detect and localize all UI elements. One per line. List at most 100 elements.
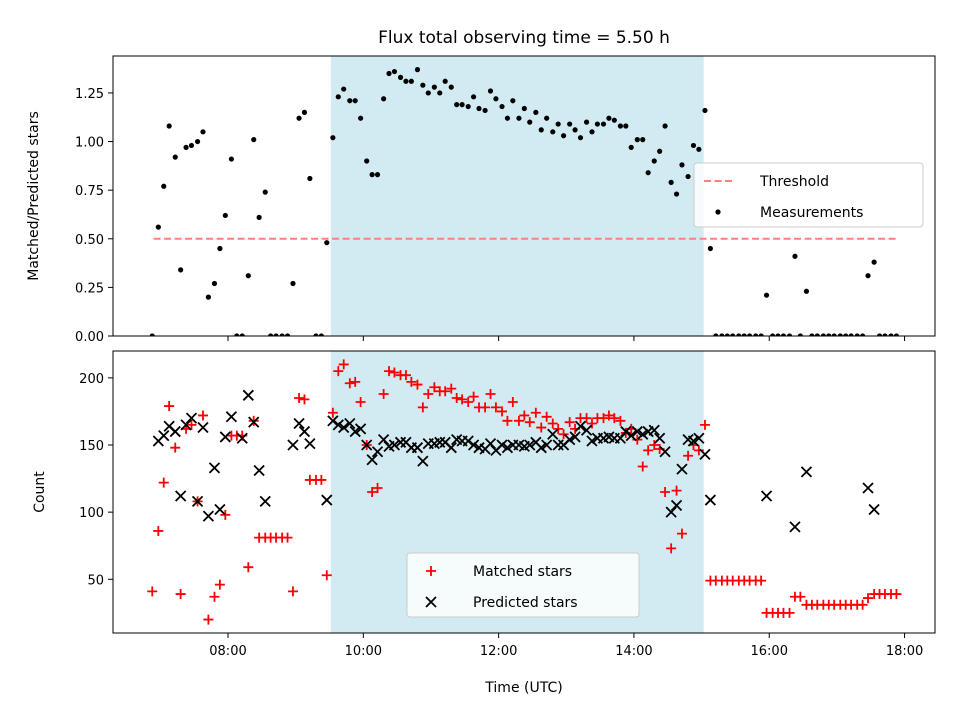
matched-star-point [553,423,564,434]
measurement-point [476,105,482,112]
predicted-star-point [361,439,373,451]
predicted-star-point [377,433,390,446]
measurement-point [465,103,471,110]
predicted-star-point [625,429,637,442]
measurement-point [521,105,527,112]
measurement-point [780,333,787,336]
plot-area [147,359,902,625]
measurement-point [814,333,820,336]
measurement-point [770,333,776,336]
predicted-star-point [327,415,339,427]
matched-star-point [299,394,310,405]
matched-star-point [153,525,164,536]
measurement-point [673,191,680,197]
predicted-star-point [298,425,311,438]
measurement-point [307,175,313,182]
predicted-star-point [214,503,226,516]
measurement-point [753,333,759,336]
matched-star-point [446,383,457,394]
predicted-star-point [789,521,801,533]
measurement-point [347,98,353,104]
measurement-point [589,129,595,135]
predicted-star-point [293,417,305,430]
measurement-point [583,119,590,125]
measurement-point [364,158,370,164]
predicted-star-point [445,442,457,454]
y-axis-label: Count [32,471,48,513]
legend: Matched stars Predicted stars [406,552,640,618]
predicted-star-point [462,435,474,447]
predicted-star-point [586,435,598,447]
matched-star-point [507,397,518,408]
measurement-point [888,333,894,336]
predicted-star-point [760,490,773,502]
predicted-star-point [704,494,717,506]
measurement-point [600,121,607,127]
measurement-point [690,142,697,149]
legend-marker [425,596,437,608]
measurement-point [194,138,201,145]
measurement-point [183,144,189,150]
matched-star-point [643,445,654,456]
series-matched-stars [147,359,902,625]
matched-star-point [203,614,214,625]
legend-box [693,162,924,228]
predicted-star-point [665,506,677,518]
matched-star-point [400,370,411,381]
measurement-point [763,292,770,298]
measurement-point [437,90,443,96]
matched-star-point [541,411,552,422]
matched-star-point [350,376,361,387]
measurement-point [854,333,860,336]
matched-star-point [412,379,423,390]
legend-marker [426,566,436,576]
measurement-point [301,109,308,115]
measurement-point [369,172,375,178]
matched-star-point [513,415,524,426]
predicted-star-point [676,463,688,475]
measurement-point [809,333,815,336]
predicted-star-point [169,425,181,438]
matched-star-point [671,485,682,496]
matched-star-point [321,570,332,581]
matched-star-point [170,442,181,453]
matched-star-point [784,607,795,618]
predicted-star-point [699,448,711,461]
x-tick-label: 12:00 [480,644,517,659]
matched-star-point [649,440,660,450]
measurement-point [205,294,211,300]
legend-item: Matched stars [426,564,572,580]
measurement-point [470,94,477,100]
y-axis-label: Matched/Predicted stars [26,111,42,281]
predicted-star-point [338,421,350,434]
predicted-star-point [800,466,813,478]
measurement-point [222,212,228,219]
measurement-point [555,121,561,127]
measurement-point [577,135,584,141]
matched-star-point [287,586,298,597]
predicted-star-point [569,431,581,443]
predicted-star-point [496,439,508,451]
matched-star-point [147,586,158,597]
matched-star-point [615,415,626,426]
x-axis-label: Time (UTC) [484,680,562,696]
predicted-star-point [637,428,649,440]
predicted-star-point [366,454,378,466]
predicted-star-point [371,446,384,458]
measurement-point [572,127,578,133]
x-tick-label: 14:00 [615,644,652,659]
matched-star-point [502,415,513,426]
measurement-point [606,115,612,121]
matched-star-point [367,487,378,497]
measurement-point [318,333,324,336]
predicted-star-point [868,503,880,516]
matched-star-point [209,591,220,602]
predicted-star-point [158,429,170,442]
measurement-point [279,333,285,336]
measurement-point [251,137,257,143]
matched-star-point [586,418,597,429]
predicted-star-point [225,411,238,423]
measurement-point [702,107,708,114]
measurement-point [792,253,798,259]
